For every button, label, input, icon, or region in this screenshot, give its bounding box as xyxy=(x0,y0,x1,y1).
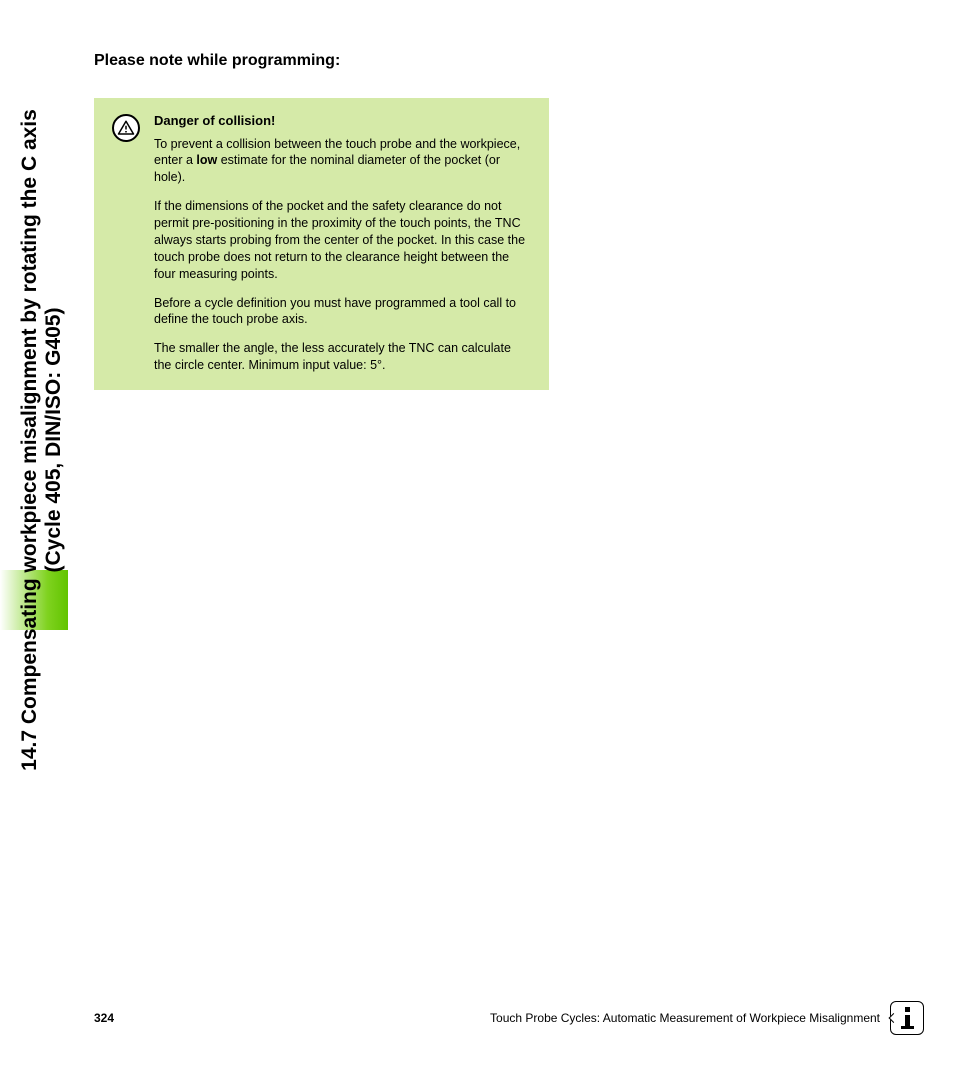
page-footer: 324 Touch Probe Cycles: Automatic Measur… xyxy=(94,1001,924,1035)
chapter-title: Touch Probe Cycles: Automatic Measuremen… xyxy=(490,1011,880,1025)
page: 14.7 Compensating workpiece misalignment… xyxy=(0,0,954,1091)
callout-paragraph-4: The smaller the angle, the less accurate… xyxy=(154,340,531,374)
callout-title: Danger of collision! xyxy=(154,112,531,130)
page-number: 324 xyxy=(94,1011,114,1025)
warning-callout: Danger of collision! To prevent a collis… xyxy=(94,98,549,390)
footer-right: Touch Probe Cycles: Automatic Measuremen… xyxy=(490,1001,924,1035)
info-icon xyxy=(890,1001,924,1035)
callout-body: Danger of collision! To prevent a collis… xyxy=(154,112,531,374)
section-heading: Please note while programming: xyxy=(94,52,549,70)
warning-triangle-icon xyxy=(117,119,135,137)
side-section-title: 14.7 Compensating workpiece misalignment… xyxy=(18,30,66,850)
callout-paragraph-1: To prevent a collision between the touch… xyxy=(154,136,531,187)
content-area: Please note while programming: Danger of… xyxy=(94,52,549,390)
side-title-line1: 14.7 Compensating workpiece misalignment… xyxy=(18,109,41,771)
side-title-line2: (Cycle 405, DIN/ISO: G405) xyxy=(42,30,66,850)
warning-icon xyxy=(112,114,140,142)
callout-paragraph-2: If the dimensions of the pocket and the … xyxy=(154,198,531,282)
callout-paragraph-3: Before a cycle definition you must have … xyxy=(154,295,531,329)
